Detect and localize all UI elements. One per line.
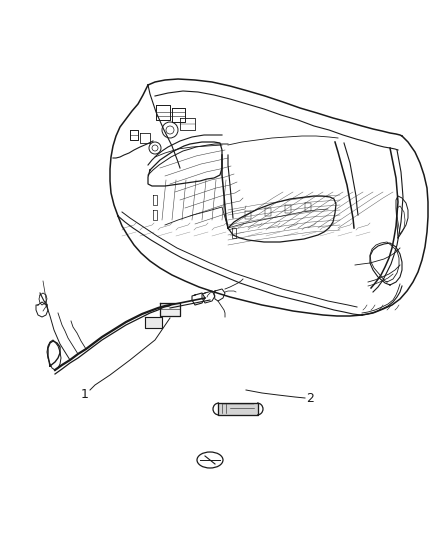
- Polygon shape: [160, 303, 180, 316]
- Polygon shape: [145, 317, 162, 328]
- Polygon shape: [218, 403, 258, 415]
- Text: 2: 2: [306, 392, 314, 405]
- Text: 1: 1: [81, 389, 89, 401]
